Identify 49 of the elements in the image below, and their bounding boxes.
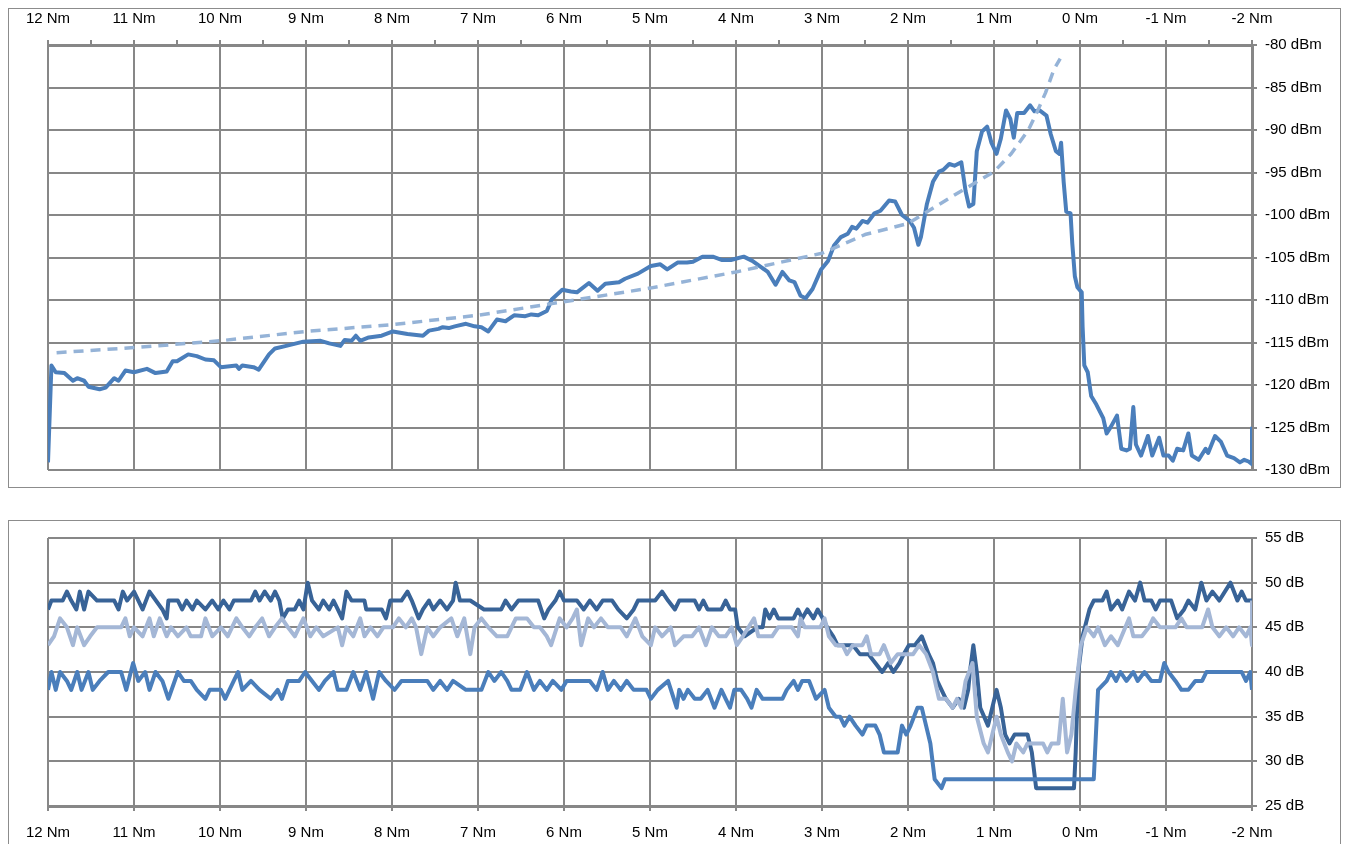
x-tick-label: 1 Nm xyxy=(976,9,1012,27)
x-tick-label: 0 Nm xyxy=(1062,823,1098,841)
x-tick-label: 3 Nm xyxy=(804,823,840,841)
x-tick-label: 7 Nm xyxy=(460,9,496,27)
y-tick-label: 50 dB xyxy=(1265,572,1305,590)
x-tick-label: 0 Nm xyxy=(1062,9,1098,27)
y-tick-label: 35 dB xyxy=(1265,706,1305,724)
y-tick-label: -120 dBm xyxy=(1265,375,1331,393)
y-tick-label: -90 dBm xyxy=(1265,120,1322,138)
y-tick-label: -85 dBm xyxy=(1265,77,1322,95)
y-tick-label: 45 dB xyxy=(1265,617,1305,635)
y-tick-label: 40 dB xyxy=(1265,662,1305,680)
y-tick-label: 30 dB xyxy=(1265,751,1305,769)
x-tick-label: -2 Nm xyxy=(1231,823,1273,841)
x-tick-label: 12 Nm xyxy=(25,823,71,841)
x-tick-label: 9 Nm xyxy=(288,9,324,27)
y-tick-label: -95 dBm xyxy=(1265,162,1322,180)
y-tick-label: -115 dBm xyxy=(1265,332,1329,350)
y-tick-label: -125 dBm xyxy=(1265,417,1331,435)
x-tick-label: 6 Nm xyxy=(546,9,582,27)
x-tick-label: 9 Nm xyxy=(288,823,324,841)
x-tick-label: 5 Nm xyxy=(632,823,668,841)
y-tick-label: 55 dB xyxy=(1265,528,1305,546)
x-tick-label: 10 Nm xyxy=(197,9,243,27)
x-tick-label: 4 Nm xyxy=(718,9,754,27)
x-tick-label: 11 Nm xyxy=(112,823,156,841)
y-tick-label: -105 dBm xyxy=(1265,247,1331,265)
x-tick-label: 8 Nm xyxy=(374,823,410,841)
x-tick-label: 2 Nm xyxy=(890,823,926,841)
x-tick-label: -1 Nm xyxy=(1145,9,1187,27)
x-tick-label: 3 Nm xyxy=(804,9,840,27)
x-tick-label: 10 Nm xyxy=(197,823,243,841)
x-tick-label: 12 Nm xyxy=(25,9,71,27)
x-tick-label: 5 Nm xyxy=(632,9,668,27)
y-tick-label: -110 dBm xyxy=(1265,290,1329,308)
x-tick-label: 7 Nm xyxy=(460,823,496,841)
y-tick-label: -80 dBm xyxy=(1265,35,1322,53)
line-series xyxy=(54,56,1062,355)
x-tick-label: 8 Nm xyxy=(374,9,410,27)
x-tick-label: -1 Nm xyxy=(1145,823,1187,841)
x-tick-label: -2 Nm xyxy=(1231,9,1273,27)
y-tick-label: 25 dB xyxy=(1265,796,1305,814)
x-tick-label: 6 Nm xyxy=(546,823,582,841)
x-tick-label: 1 Nm xyxy=(976,823,1012,841)
y-tick-label: -130 dBm xyxy=(1265,460,1331,478)
x-tick-label: 11 Nm xyxy=(112,9,156,27)
x-tick-label: 2 Nm xyxy=(890,9,926,27)
y-tick-label: -100 dBm xyxy=(1265,205,1331,223)
x-tick-label: 4 Nm xyxy=(718,823,754,841)
